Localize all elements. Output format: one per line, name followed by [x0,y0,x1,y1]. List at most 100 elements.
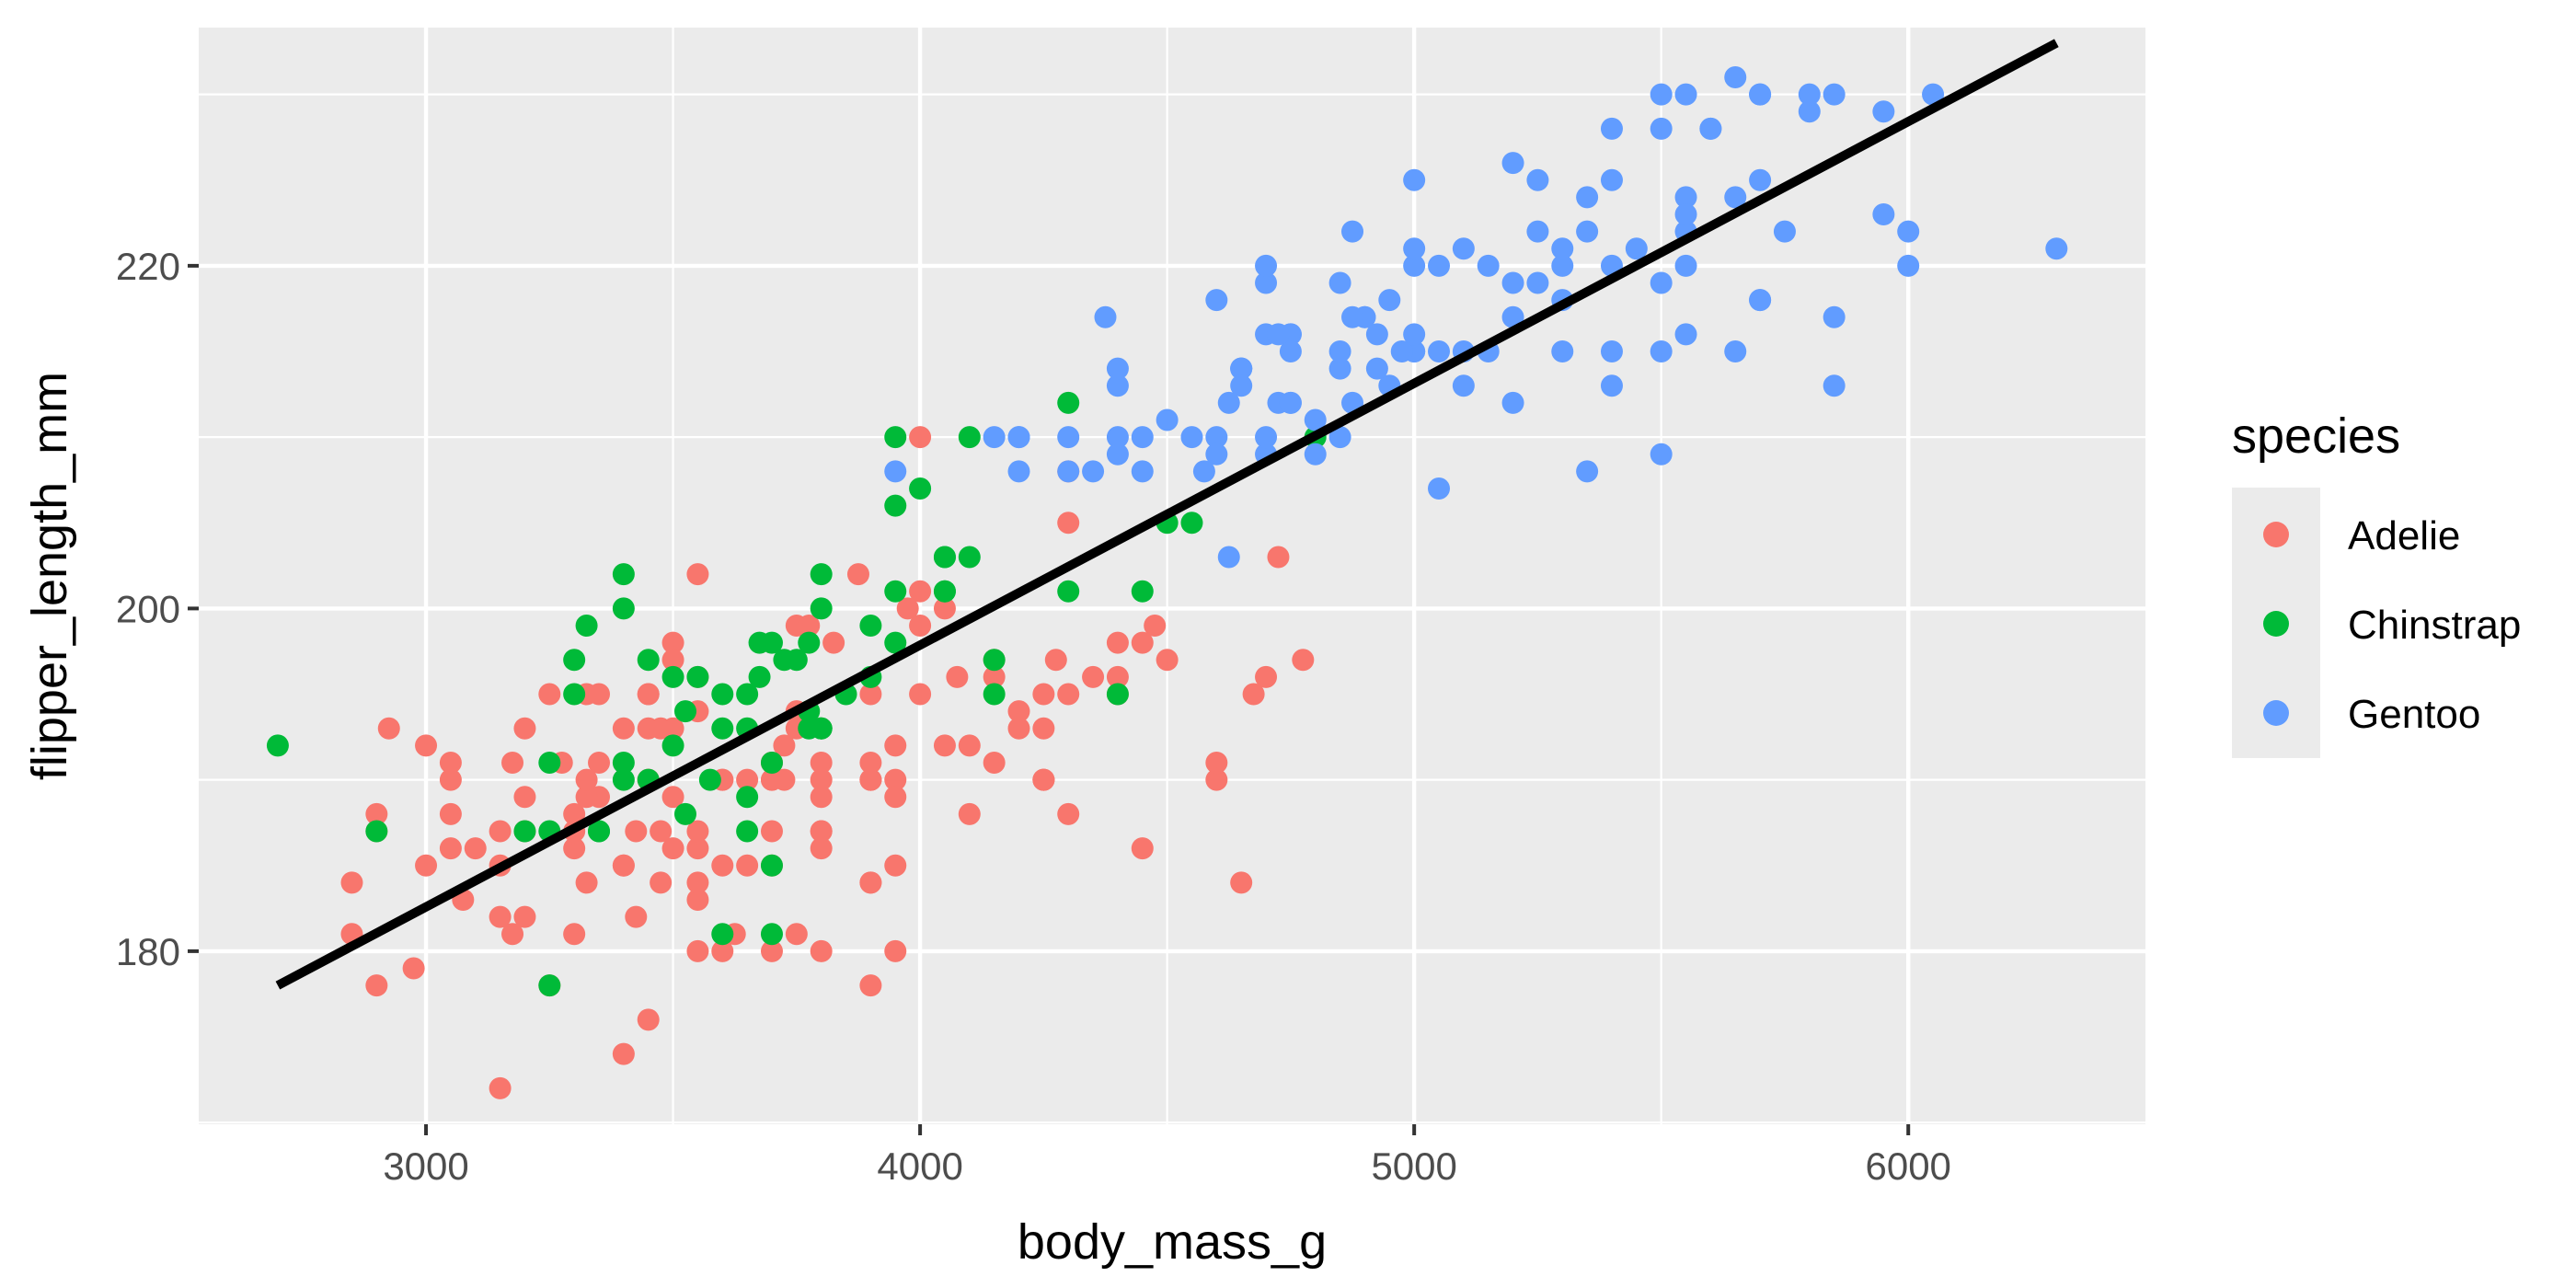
data-point [810,786,833,809]
data-point [1279,340,1302,363]
data-point [588,820,611,843]
data-point [909,683,932,706]
data-point [983,752,1006,775]
data-point [711,854,734,877]
data-point [1526,271,1549,294]
data-point [489,1076,512,1099]
data-point [859,752,882,775]
data-point [1106,631,1129,654]
data-point [1749,83,1772,106]
data-point [1650,340,1673,363]
data-point [711,939,734,962]
data-point [1922,83,1945,106]
data-points [266,66,2068,1099]
data-point [810,597,833,620]
data-point [1106,443,1129,466]
data-point [1180,512,1203,535]
data-point [1205,752,1228,775]
data-point [1724,66,1747,89]
data-point [1106,683,1129,706]
data-point [612,854,635,877]
data-point [958,426,981,449]
y-axis-title: flipper_length_mm [22,372,77,780]
trend-line [275,39,2059,990]
data-point [1131,837,1154,860]
data-point [686,563,709,586]
data-point [365,974,388,997]
data-point [736,683,759,706]
data-point [1156,649,1179,672]
data-point [1341,305,1364,328]
data-point [2045,237,2068,260]
data-point [859,615,882,638]
data-point [1242,683,1265,706]
trend-line-group [275,39,2059,990]
data-point [588,752,611,775]
data-point [1032,768,1055,791]
data-point [1625,237,1648,260]
data-point [1501,391,1524,414]
data-point [1156,408,1179,431]
data-point [884,939,907,962]
data-point [650,820,673,843]
data-point [958,734,981,757]
data-point [365,820,388,843]
data-point [1674,186,1697,209]
data-point [1403,237,1426,260]
x-tick-label: 4000 [877,1144,962,1188]
data-point [1872,203,1895,226]
data-point [1526,220,1549,243]
data-point [637,1008,660,1031]
data-point [884,734,907,757]
data-point [1255,665,1278,688]
x-axis-title: body_mass_g [1018,1214,1327,1270]
data-point [1230,871,1253,894]
data-point [736,820,759,843]
data-point [1106,665,1129,688]
plot-panel [199,28,2145,1124]
data-point [1180,426,1203,449]
x-axis: 3000 4000 5000 6000 [383,1124,1951,1188]
data-point [1551,237,1574,260]
data-point [711,683,734,706]
data-point [1365,323,1388,346]
data-point [612,768,635,791]
data-point [1428,340,1451,363]
data-point [1650,117,1673,140]
data-point [859,974,882,997]
data-point [1292,649,1315,672]
data-point [1341,220,1364,243]
data-point [958,802,981,825]
data-point [1057,391,1080,414]
data-point [1230,374,1253,397]
data-point [1773,220,1796,243]
data-point [1328,357,1351,380]
data-point [1501,271,1524,294]
data-point [846,563,869,586]
data-point [1365,357,1388,380]
data-point [439,802,462,825]
data-point [884,580,907,603]
data-point [798,615,821,638]
data-point [1094,305,1117,328]
data-point [1304,408,1327,431]
data-point [1897,254,1920,277]
data-point [365,802,388,825]
data-point [1192,460,1215,483]
data-point [909,477,932,500]
data-point [439,768,462,791]
data-point [563,837,586,860]
data-point [1131,460,1154,483]
data-point [1724,186,1747,209]
data-point [661,631,684,654]
data-point [661,734,684,757]
data-point [909,580,932,603]
data-point [501,923,524,946]
data-point [1205,289,1228,312]
data-point [661,665,684,688]
data-point [711,717,734,740]
data-point [736,854,759,877]
data-point [884,631,907,654]
data-point [1674,203,1697,226]
